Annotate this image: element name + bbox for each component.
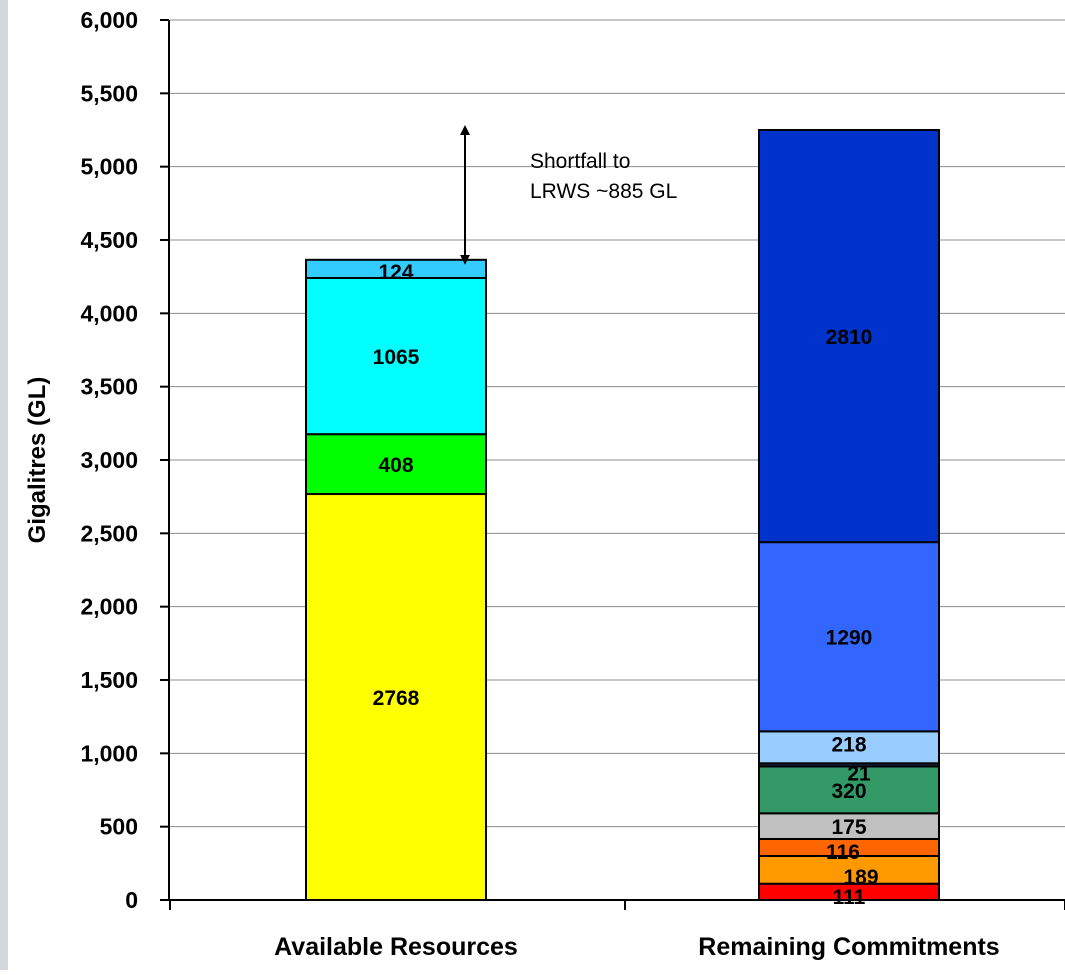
data-label: 2768 [373,687,420,710]
left-edge-strip [0,0,8,970]
y-tick-label: 4,000 [80,300,138,326]
data-label: 21 [847,762,871,785]
bars [305,129,940,901]
bar-segment [758,129,940,544]
data-label: 320 [831,780,866,803]
y-tick-label: 500 [100,814,138,840]
y-tick-label: 3,000 [80,447,138,473]
data-label: 111 [833,886,866,909]
y-tick-label: 1,500 [80,667,138,693]
bar-segment [758,730,940,765]
data-label: 124 [378,261,413,284]
category-label: Remaining Commitments [698,933,999,961]
y-tick-label: 4,500 [80,227,138,253]
y-tick-label: 6,000 [80,7,138,33]
y-tick-label: 1,000 [80,740,138,766]
y-tick-label: 3,500 [80,374,138,400]
shortfall-annotation: Shortfall to LRWS ~885 GL [460,125,677,265]
bar-segment [305,258,487,279]
category-label: Available Resources [274,933,518,961]
data-label: 189 [843,866,878,889]
data-label: 175 [831,816,866,839]
bar-segment [758,812,940,840]
y-tick-label: 2,500 [80,520,138,546]
data-label: 116 [826,841,860,864]
y-tick-label: 0 [125,887,138,913]
data-label: 1065 [373,346,420,369]
data-label: 2810 [826,326,873,349]
data-label: 408 [378,454,413,477]
bar-segment [758,765,940,815]
y-tick-label: 2,000 [80,594,138,620]
y-tick-label: 5,000 [80,154,138,180]
bar-segment [305,493,487,901]
annotation-text: LRWS ~885 GL [530,180,677,203]
data-label: 1290 [826,627,873,650]
data-label: 218 [831,733,866,756]
labels: 0 500 1,000 1,500 2,000 2,500 3,000 3,500 4,000 4… [80,7,999,961]
annotation-text: Shortfall to [530,150,630,173]
y-axis-title: Gigalitres (GL) [24,377,51,544]
y-tick-label: 5,500 [80,80,138,106]
bar-segment [758,541,940,733]
axes [160,19,1065,910]
